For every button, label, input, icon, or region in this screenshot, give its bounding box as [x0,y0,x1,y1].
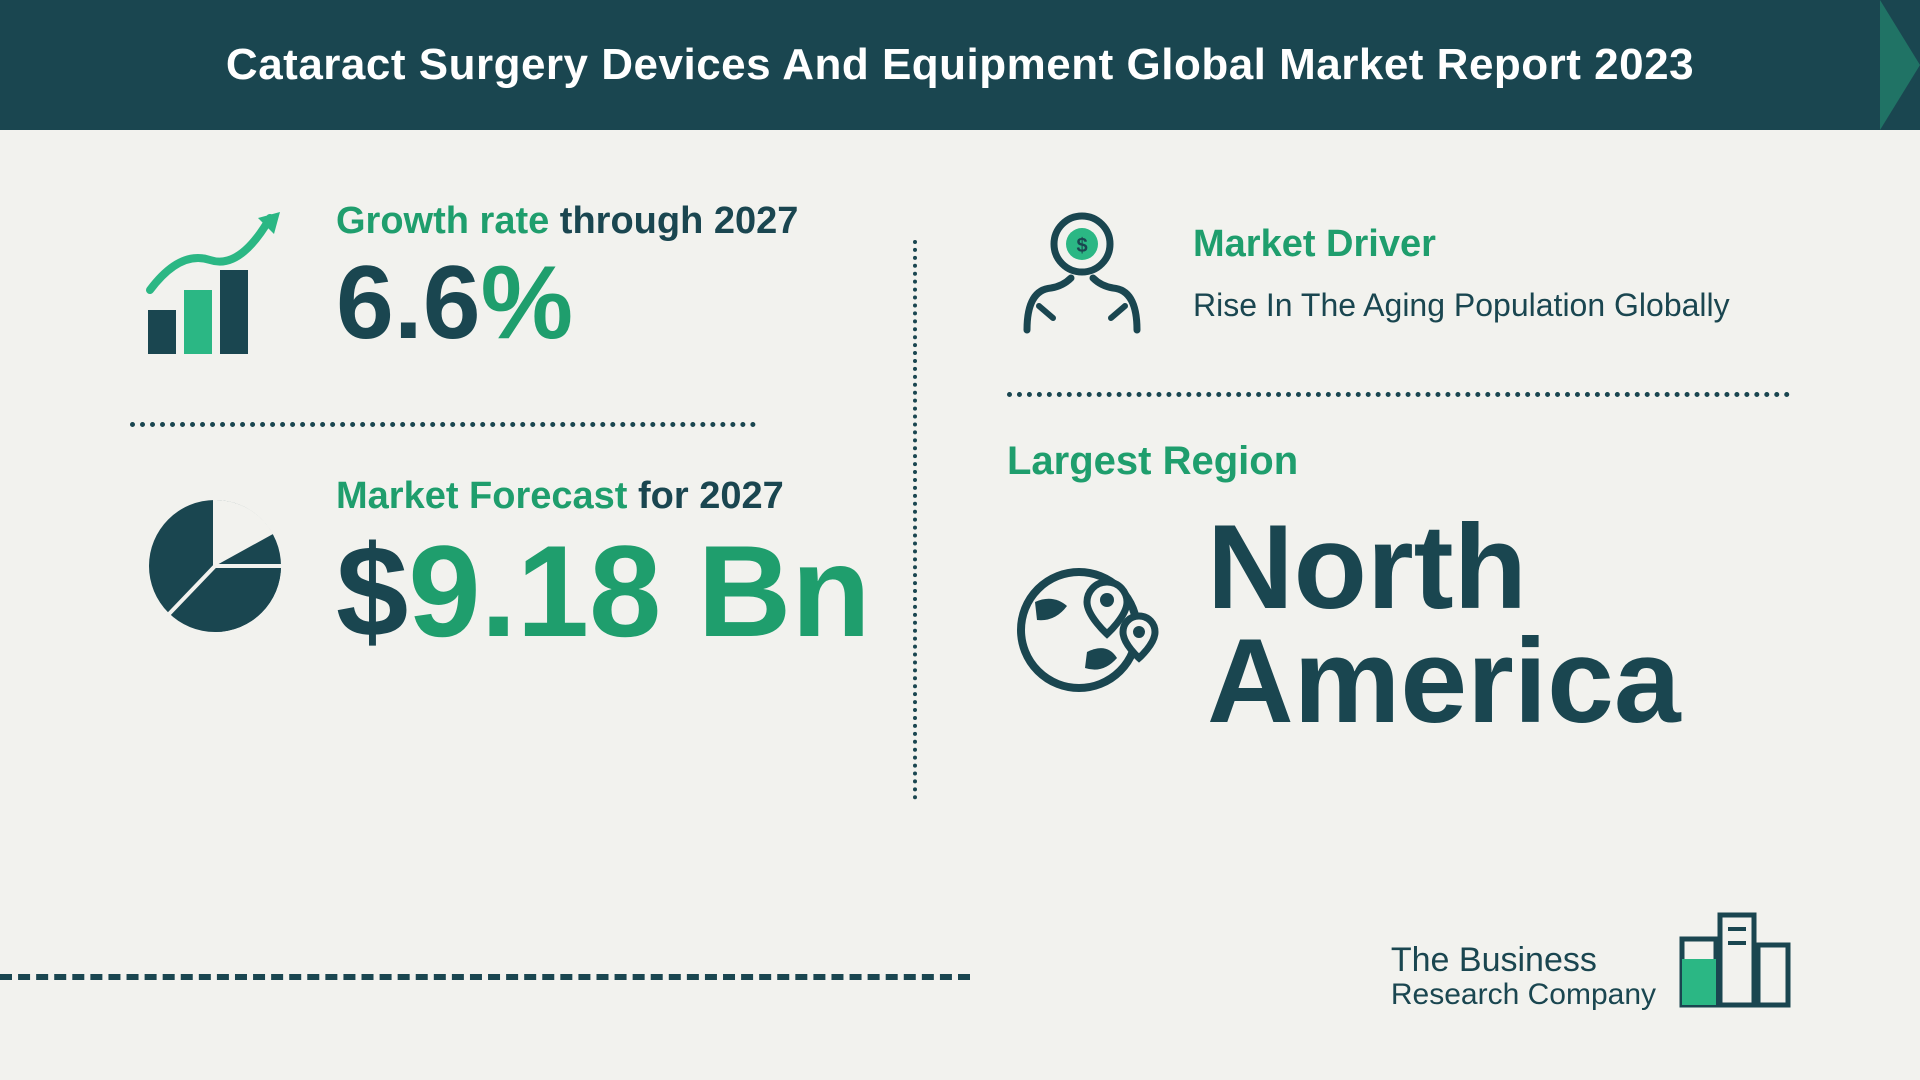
market-driver-text: Rise In The Aging Population Globally [1193,284,1790,327]
company-logo: The Business Research Company [1391,885,1800,1020]
buildings-icon [1670,885,1800,1020]
left-divider [130,422,756,427]
growth-rate-label-rest: through 2027 [549,200,798,242]
growth-rate-label: Growth rate through 2027 [336,200,913,243]
company-logo-line1: The Business [1391,943,1656,979]
largest-region-line1: North [1207,510,1681,624]
company-logo-text: The Business Research Company [1391,943,1656,1020]
growth-rate-body: Growth rate through 2027 6.6% [336,200,913,355]
globe-pins-icon [1007,542,1167,707]
growth-chart-icon [130,200,300,370]
header-arrow-decoration [1880,0,1920,130]
market-forecast-label: Market Forecast for 2027 [336,475,913,518]
growth-rate-number: 6.6 [336,245,481,361]
market-forecast-body: Market Forecast for 2027 $9.18 Bn [336,475,913,656]
left-column: Growth rate through 2027 6.6% [130,200,913,890]
report-title: Cataract Surgery Devices And Equipment G… [226,40,1694,90]
market-driver-block: $ Market Driver Rise In The Aging Popula… [1007,200,1790,350]
infographic-canvas: Cataract Surgery Devices And Equipment G… [0,0,1920,1080]
company-logo-line2: Research Company [1391,979,1656,1011]
right-column: $ Market Driver Rise In The Aging Popula… [917,200,1790,890]
hands-coin-icon: $ [1007,200,1157,350]
market-driver-body: Market Driver Rise In The Aging Populati… [1193,223,1790,327]
growth-rate-block: Growth rate through 2027 6.6% [130,200,913,370]
bottom-dash-divider [0,974,970,980]
header-bar: Cataract Surgery Devices And Equipment G… [0,0,1920,130]
largest-region-label: Largest Region [1007,439,1790,484]
pie-chart-icon [130,486,300,646]
growth-rate-percent: % [481,245,573,361]
growth-rate-value: 6.6% [336,251,913,355]
market-driver-label: Market Driver [1193,223,1790,266]
right-divider [1007,392,1790,397]
market-forecast-value: $9.18 Bn [336,526,913,656]
svg-text:$: $ [1076,235,1087,257]
largest-region-block: Largest Region [1007,439,1790,738]
growth-rate-label-accent: Growth rate [336,200,549,242]
market-forecast-currency: $ [336,518,408,664]
largest-region-value: North America [1207,510,1681,738]
largest-region-line2: America [1207,624,1681,738]
content-grid: Growth rate through 2027 6.6% [0,130,1920,890]
market-forecast-block: Market Forecast for 2027 $9.18 Bn [130,475,913,656]
market-forecast-amount: 9.18 Bn [408,518,870,664]
largest-region-row: North America [1007,510,1790,738]
market-forecast-label-accent: Market Forecast [336,475,627,517]
market-forecast-label-rest: for 2027 [627,475,783,517]
